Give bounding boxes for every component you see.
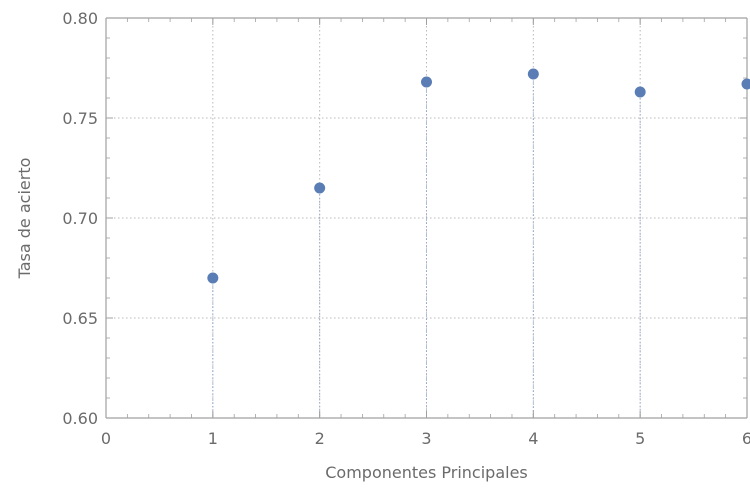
data-point — [421, 76, 432, 88]
y-axis-title: Tasa de acierto — [15, 158, 34, 280]
tick-labels-layer: 0.60 0.65 0.70 0.75 0.80 0 1 2 3 4 5 6 — [62, 9, 750, 448]
x-axis-title: Componentes Principales — [325, 463, 528, 482]
data-point — [314, 182, 326, 194]
x-tick-label: 5 — [635, 429, 645, 448]
data-point — [207, 272, 219, 284]
x-tick-label: 4 — [528, 429, 538, 448]
drop-lines-layer — [212, 74, 748, 418]
x-tick-label: 1 — [208, 429, 218, 448]
data-point — [634, 86, 646, 98]
axes-layer — [105, 17, 748, 419]
x-tick-label: 2 — [315, 429, 325, 448]
x-tick-label: 0 — [101, 429, 111, 448]
y-tick-label: 0.75 — [62, 109, 98, 128]
x-tick-label: 3 — [421, 429, 431, 448]
y-tick-label: 0.80 — [62, 9, 98, 28]
y-tick-label: 0.70 — [62, 209, 98, 228]
data-point — [741, 78, 750, 90]
x-tick-label: 6 — [742, 429, 750, 448]
data-point — [527, 68, 539, 80]
y-tick-label: 0.65 — [62, 309, 98, 328]
y-tick-label: 0.60 — [62, 409, 98, 428]
points-layer — [207, 68, 750, 284]
